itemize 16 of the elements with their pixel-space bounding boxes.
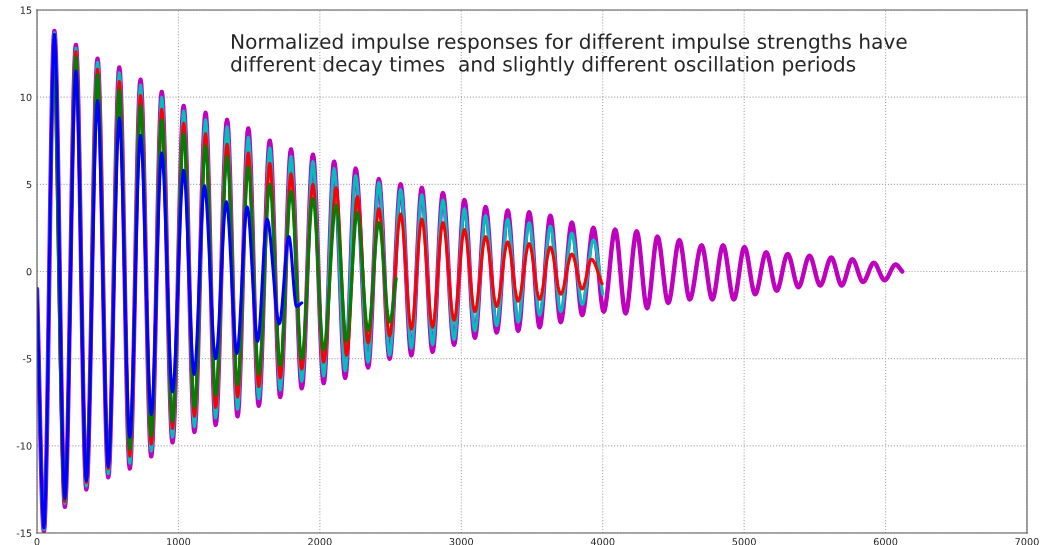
x-tick-label: 2000: [308, 538, 332, 545]
annotation: Normalized impulse responses for different impulse strengths have different decay times and slightly different oscillation periods: [231, 33, 907, 76]
y-tick-label: 15: [20, 6, 32, 14]
x-tick-label: 6000: [873, 538, 898, 545]
x-tick-label: 5000: [732, 538, 756, 545]
x-tick-label: 0: [34, 538, 40, 545]
y-tick-label: 5: [26, 180, 32, 189]
x-tick-label: 1000: [167, 538, 191, 545]
x-tick-label: 3000: [449, 538, 474, 545]
x-tick-label: 4000: [590, 538, 615, 545]
y-tick-label: -5: [22, 355, 32, 363]
y-tick-label: 0: [26, 267, 32, 276]
y-tick-label: 10: [20, 93, 32, 101]
x-tick-label: 7000: [1015, 538, 1039, 545]
y-tick-label: -10: [16, 442, 32, 450]
y-tick-label: -15: [16, 529, 32, 537]
